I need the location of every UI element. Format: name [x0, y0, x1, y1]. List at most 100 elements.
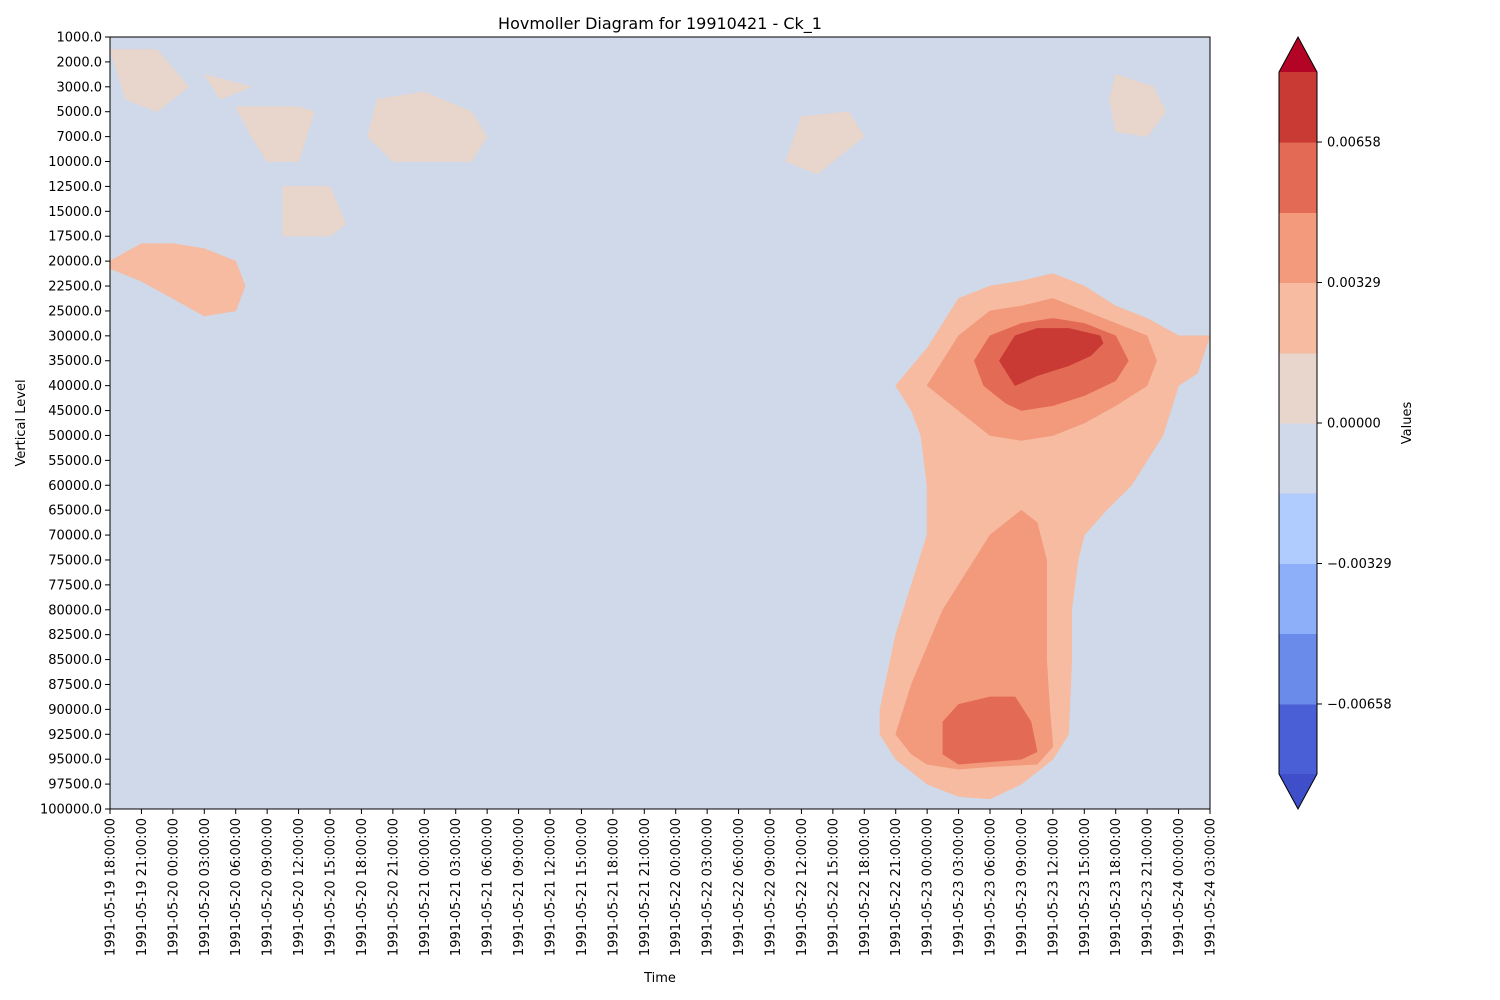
contour-region: [1052, 534, 1210, 809]
contour-region: [110, 405, 409, 809]
y-tick-label: 3000.0: [57, 80, 103, 95]
colorbar-swatch: [1279, 352, 1317, 424]
colorbar-tick-label: −0.00658: [1327, 697, 1392, 712]
colorbar-swatch: [1279, 212, 1317, 284]
y-tick-label: 2000.0: [57, 55, 103, 70]
y-tick-label: 100000.0: [40, 803, 102, 818]
x-tick-label: 1991-05-21 03:00:00: [449, 818, 464, 956]
colorbar-swatch: [1279, 633, 1317, 705]
x-tick-label: 1991-05-23 21:00:00: [1141, 818, 1156, 956]
x-axis-ticks: 1991-05-19 18:00:00 1991-05-19 21:00:00 19…: [104, 809, 1219, 956]
y-tick-label: 97500.0: [48, 778, 102, 793]
x-tick-label: 1991-05-21 21:00:00: [638, 818, 653, 956]
x-tick-label: 1991-05-19 21:00:00: [135, 818, 150, 956]
x-tick-label: 1991-05-22 18:00:00: [858, 818, 873, 956]
contour-region: [1178, 37, 1210, 150]
y-tick-label: 20000.0: [48, 255, 102, 270]
x-tick-label: 1991-05-22 21:00:00: [889, 818, 904, 956]
y-tick-label: 77500.0: [48, 578, 102, 593]
x-tick-label: 1991-05-23 15:00:00: [1078, 818, 1093, 956]
x-tick-label: 1991-05-23 00:00:00: [921, 818, 936, 956]
x-tick-label: 1991-05-21 15:00:00: [575, 818, 590, 956]
contour-region: [235, 106, 315, 162]
colorbar-tick-label: 0.00000: [1327, 417, 1381, 432]
chart-title: Hovmoller Diagram for 19910421 - Ck_1: [498, 14, 822, 34]
x-tick-label: 1991-05-20 00:00:00: [166, 818, 181, 956]
colorbar-label: Values: [1400, 402, 1415, 445]
contour-region: [999, 328, 1104, 386]
x-tick-label: 1991-05-22 12:00:00: [795, 818, 810, 956]
contour-region: [172, 372, 221, 436]
colorbar-under-arrow: [1279, 774, 1317, 809]
y-tick-label: 25000.0: [48, 304, 102, 319]
x-tick-label: 1991-05-23 09:00:00: [1015, 818, 1030, 956]
y-tick-label: 90000.0: [48, 703, 102, 718]
y-tick-label: 35000.0: [48, 354, 102, 369]
contour-region: [530, 310, 658, 511]
contour-region: [367, 91, 488, 162]
y-tick-label: 70000.0: [48, 529, 102, 544]
x-axis-label: Time: [643, 971, 676, 986]
colorbar-over-arrow: [1279, 37, 1317, 72]
x-tick-label: 1991-05-20 09:00:00: [261, 818, 276, 956]
x-tick-label: 1991-05-22 00:00:00: [669, 818, 684, 956]
y-tick-label: 5000.0: [57, 105, 103, 120]
contour-layer: [110, 37, 1210, 809]
colorbar-tick-label: 0.00329: [1327, 276, 1381, 291]
colorbar-swatch: [1279, 72, 1317, 143]
contour-region: [110, 285, 174, 357]
contour-region: [110, 243, 246, 317]
x-tick-label: 1991-05-20 03:00:00: [198, 818, 213, 956]
y-tick-label: 7000.0: [57, 130, 103, 145]
y-tick-label: 55000.0: [48, 454, 102, 469]
x-tick-label: 1991-05-23 03:00:00: [952, 818, 967, 956]
y-tick-label: 1000.0: [57, 31, 103, 46]
y-axis-label: Vertical Level: [14, 379, 29, 466]
x-tick-label: 1991-05-21 09:00:00: [512, 818, 527, 956]
y-tick-label: 12500.0: [48, 180, 102, 195]
y-tick-label: 15000.0: [48, 205, 102, 220]
x-tick-label: 1991-05-19 18:00:00: [104, 818, 119, 956]
y-tick-label: 87500.0: [48, 678, 102, 693]
colorbar-swatch: [1279, 282, 1317, 354]
y-tick-label: 80000.0: [48, 603, 102, 618]
y-tick-label: 45000.0: [48, 404, 102, 419]
x-tick-label: 1991-05-20 12:00:00: [292, 818, 307, 956]
colorbar-swatch: [1279, 493, 1317, 564]
y-tick-label: 92500.0: [48, 728, 102, 743]
x-tick-label: 1991-05-20 18:00:00: [355, 818, 370, 956]
x-tick-label: 1991-05-23 18:00:00: [1109, 818, 1124, 956]
y-tick-label: 65000.0: [48, 504, 102, 519]
y-tick-label: 75000.0: [48, 553, 102, 568]
y-tick-label: 50000.0: [48, 429, 102, 444]
x-tick-label: 1991-05-21 06:00:00: [481, 818, 496, 956]
contour-region: [203, 73, 253, 100]
x-tick-label: 1991-05-21 12:00:00: [544, 818, 559, 956]
y-tick-label: 60000.0: [48, 479, 102, 494]
colorbar-swatch: [1279, 703, 1317, 775]
colorbar-tick-label: −0.00329: [1327, 557, 1392, 572]
x-tick-label: 1991-05-21 18:00:00: [606, 818, 621, 956]
x-tick-label: 1991-05-21 00:00:00: [418, 818, 433, 956]
x-tick-label: 1991-05-24 00:00:00: [1172, 818, 1187, 956]
y-tick-label: 10000.0: [48, 155, 102, 170]
y-tick-label: 17500.0: [48, 230, 102, 245]
y-tick-label: 85000.0: [48, 653, 102, 668]
plot-frame: [109, 36, 1211, 810]
contour-region: [832, 37, 1179, 192]
x-tick-label: 1991-05-22 03:00:00: [701, 818, 716, 956]
x-tick-label: 1991-05-23 12:00:00: [1046, 818, 1061, 956]
y-tick-label: 95000.0: [48, 753, 102, 768]
contour-region: [942, 696, 1038, 765]
x-tick-label: 1991-05-20 15:00:00: [324, 818, 339, 956]
colorbar: 0.00658 0.00329 0.00000 −0.00329 −0.00658: [1278, 35, 1392, 811]
y-tick-label: 40000.0: [48, 379, 102, 394]
colorbar-tick-label: 0.00658: [1327, 136, 1381, 151]
colorbar-outline: [1278, 35, 1318, 811]
x-tick-label: 1991-05-20 06:00:00: [229, 818, 244, 956]
x-tick-label: 1991-05-22 15:00:00: [826, 818, 841, 956]
x-tick-label: 1991-05-23 06:00:00: [984, 818, 999, 956]
colorbar-swatch: [1279, 142, 1317, 213]
contour-region: [785, 111, 865, 175]
